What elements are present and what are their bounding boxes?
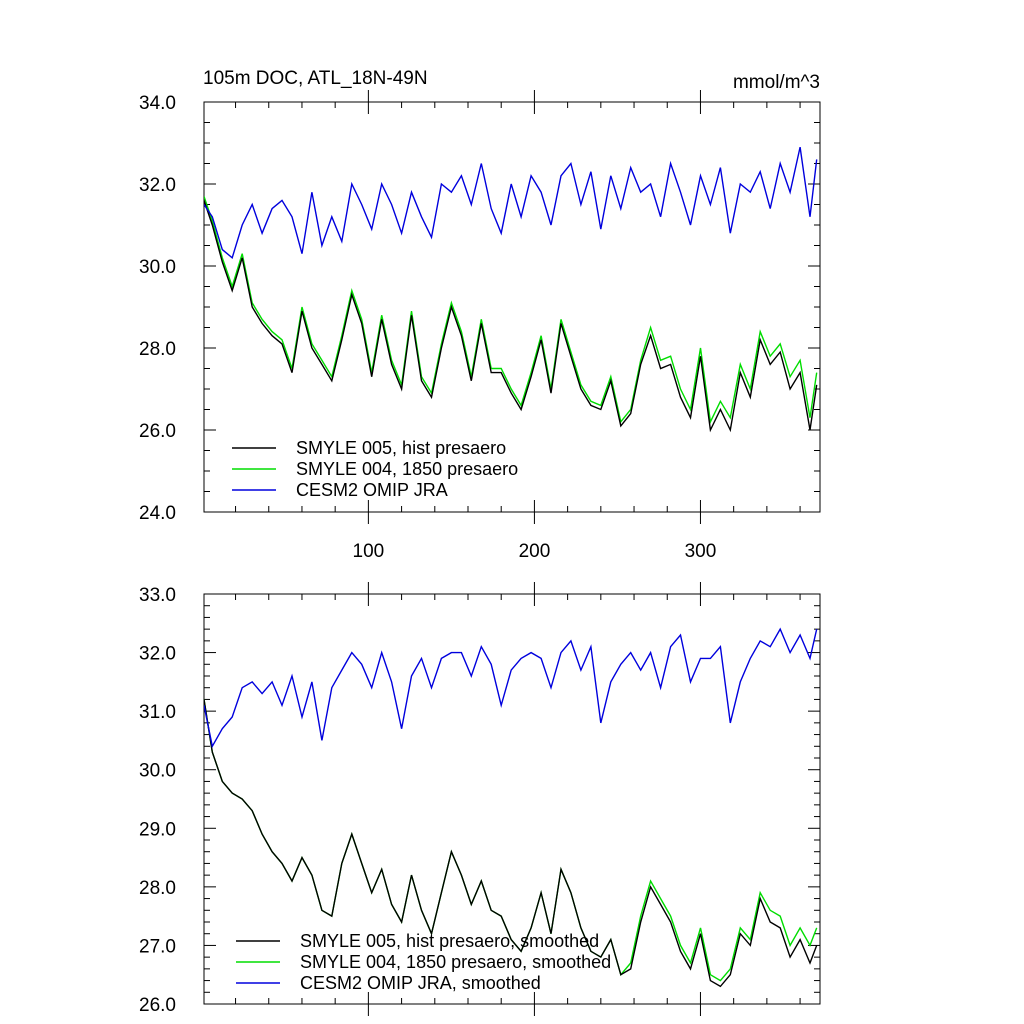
- legend-label: SMYLE 005, hist presaero: [296, 438, 506, 458]
- y-tick-label: 34.0: [139, 93, 176, 114]
- top-chart-title: 105m DOC, ATL_18N-49N: [203, 68, 428, 89]
- series-line-2: [204, 146, 818, 260]
- y-tick-label: 30.0: [139, 761, 176, 782]
- series-line-2: [204, 627, 818, 749]
- bottom-plot-frame: [203, 593, 821, 1005]
- legend-label: SMYLE 004, 1850 presaero: [296, 459, 518, 479]
- top-series-group: [204, 146, 818, 433]
- top-panel: 105m DOC, ATL_18N-49N mmol/m^3 24.026.02…: [139, 68, 821, 562]
- x-tick-label: 200: [519, 541, 551, 562]
- legend-label: CESM2 OMIP JRA, smoothed: [300, 973, 541, 993]
- bottom-legend: SMYLE 005, hist presaero, smoothedSMYLE …: [236, 931, 611, 993]
- y-tick-label: 32.0: [139, 175, 176, 196]
- y-tick-label: 28.0: [139, 339, 176, 360]
- y-tick-label: 26.0: [139, 995, 176, 1016]
- top-ticks: 24.0 26.0 28.0 30.0 32.0 34.0 100 200 300: [139, 90, 820, 562]
- series-line-0: [204, 200, 818, 433]
- bottom-series-group: [204, 627, 818, 988]
- y-tick-label: 32.0: [139, 644, 176, 665]
- y-tick-label: 33.0: [139, 585, 176, 606]
- y-tick-label: 30.0: [139, 257, 176, 278]
- y-tick-label: 26.0: [139, 421, 176, 442]
- y-tick-label: 29.0: [139, 819, 176, 840]
- y-tick-label: 28.0: [139, 878, 176, 899]
- y-tick-label: 31.0: [139, 702, 176, 723]
- x-tick-label: 300: [685, 541, 717, 562]
- bottom-panel: 26.0 27.0 28.0 29.0 30.0 31.0 32.0 33.0 SMYLE 0…: [139, 582, 821, 1016]
- legend-label: SMYLE 005, hist presaero, smoothed: [300, 931, 599, 951]
- series-line-0: [204, 699, 818, 988]
- x-tick-label: 100: [353, 541, 385, 562]
- legend-label: CESM2 OMIP JRA: [296, 480, 448, 500]
- y-tick-label: 27.0: [139, 936, 176, 957]
- y-tick-label: 24.0: [139, 503, 176, 524]
- top-chart-units: mmol/m^3: [733, 72, 820, 93]
- legend-label: SMYLE 004, 1850 presaero, smoothed: [300, 952, 611, 972]
- series-line-1: [204, 196, 818, 425]
